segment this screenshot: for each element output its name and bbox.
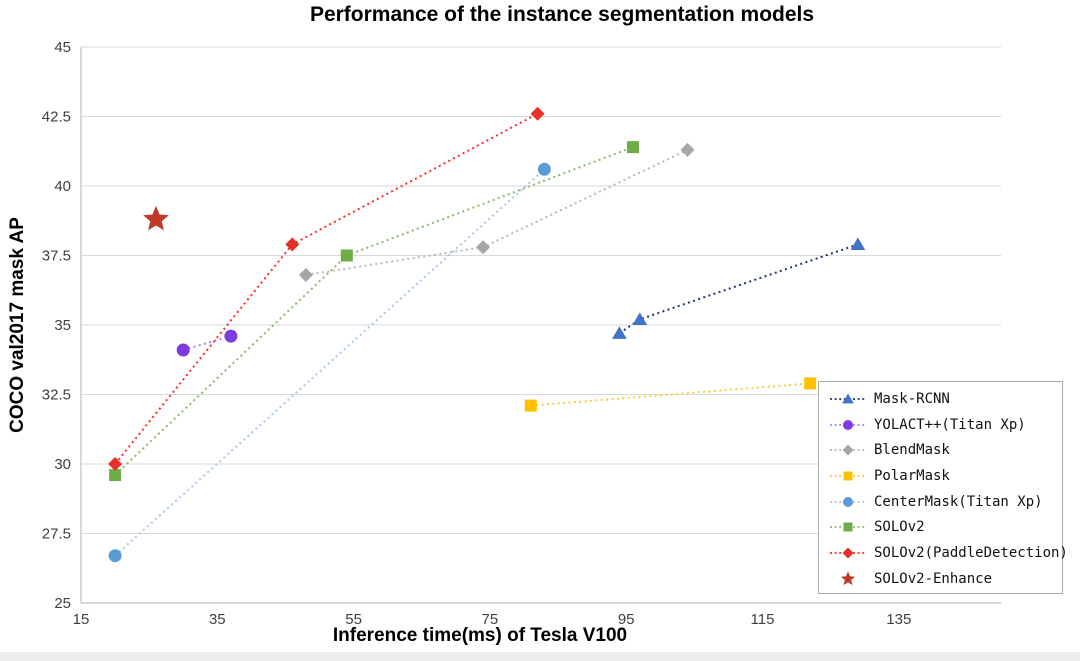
- diamond-marker: [842, 444, 854, 456]
- legend-item: SOLOv2(PaddleDetection): [829, 540, 1068, 566]
- x-tick-label: 35: [209, 611, 226, 628]
- y-tick-label: 27.5: [42, 526, 71, 543]
- y-tick-label: 35: [54, 317, 71, 334]
- circle-marker: [176, 343, 190, 357]
- series-solov2-paddledetection: [108, 106, 545, 471]
- series-polarmask: [524, 377, 817, 412]
- diamond-marker: [298, 268, 313, 282]
- series-line-mask-rcnn: [618, 243, 859, 335]
- x-axis-title: Inference time(ms) of Tesla V100: [332, 625, 628, 646]
- star-marker: [143, 205, 169, 231]
- bottom-strip: [0, 652, 1080, 661]
- legend-item: PolarMask: [829, 463, 1062, 489]
- legend-item: BlendMask: [829, 437, 1062, 463]
- legend-label: BlendMask: [874, 442, 950, 459]
- x-tick-label: 135: [886, 611, 911, 628]
- legend: Mask-RCNN YOLACT++(Titan Xp) BlendMask P…: [818, 381, 1068, 594]
- series-line-solov2-paddledetection: [114, 112, 539, 465]
- circle-marker: [537, 162, 551, 176]
- legend-item: SOLOv2: [829, 514, 1062, 540]
- x-tick-label: 75: [482, 611, 499, 628]
- circle-icon: [830, 496, 866, 507]
- y-tick-label: 42.5: [42, 109, 71, 126]
- series-mask-rcnn: [612, 237, 866, 339]
- star-marker: [840, 571, 856, 585]
- star-icon: [840, 571, 856, 585]
- x-tick-label: 95: [618, 611, 635, 628]
- triangle-marker: [612, 326, 627, 339]
- series-line-polarmask: [530, 382, 811, 407]
- legend-item: CenterMask(Titan Xp): [829, 489, 1062, 515]
- diamond-marker: [842, 547, 854, 559]
- circle-icon: [830, 419, 866, 430]
- square-marker: [843, 471, 853, 481]
- diamond-marker: [108, 457, 123, 471]
- diamond-marker: [476, 240, 491, 255]
- legend-item: SOLOv2-Enhance: [829, 566, 1062, 592]
- y-tick-label: 25: [54, 595, 71, 612]
- series-yolact-titan-xp: [176, 329, 238, 357]
- legend-item: Mask-RCNN: [829, 386, 1062, 412]
- y-tick-label: 40: [54, 178, 71, 195]
- legend-label: PolarMask: [874, 467, 950, 484]
- square-marker: [109, 469, 122, 482]
- diamond-marker: [530, 106, 545, 121]
- y-tick-label: 30: [54, 456, 71, 473]
- diamond-icon: [830, 444, 866, 456]
- circle-marker: [224, 329, 238, 343]
- series-line-centermask-titan-xp: [114, 168, 546, 557]
- series-blendmask: [298, 142, 695, 282]
- triangle-marker: [842, 393, 854, 404]
- circle-marker: [843, 496, 853, 507]
- series-centermask-titan-xp: [108, 162, 551, 563]
- legend-label: SOLOv2(PaddleDetection): [874, 544, 1068, 561]
- triangle-marker: [850, 237, 866, 250]
- diamond-icon: [830, 547, 866, 559]
- legend-item: YOLACT++(Titan Xp): [829, 412, 1062, 438]
- series-solov2-enhance: [143, 205, 169, 231]
- diamond-marker: [285, 237, 300, 252]
- square-marker: [804, 377, 817, 390]
- y-tick-label: 37.5: [42, 248, 71, 265]
- legend-label: SOLOv2-Enhance: [874, 570, 993, 587]
- series-line-solov2: [114, 146, 634, 476]
- chart-title: Performance of the instance segmentation…: [309, 3, 815, 26]
- legend-label: SOLOv2: [874, 519, 925, 536]
- x-tick-label: 15: [73, 611, 90, 628]
- legend-label: YOLACT++(Titan Xp): [874, 416, 1026, 433]
- circle-marker: [843, 419, 853, 430]
- series-solov2: [109, 141, 639, 482]
- series-line-yolact-titan-xp: [182, 335, 232, 351]
- y-tick-label: 45: [54, 39, 71, 56]
- triangle-icon: [830, 393, 866, 404]
- x-tick-label: 55: [345, 611, 362, 628]
- square-icon: [830, 522, 866, 532]
- x-tick-label: 115: [751, 611, 775, 628]
- diamond-marker: [680, 142, 695, 157]
- y-tick-label: 32.5: [42, 387, 71, 404]
- circle-marker: [108, 549, 122, 563]
- triangle-marker: [632, 312, 648, 325]
- square-marker: [843, 522, 853, 532]
- legend-label: Mask-RCNN: [874, 390, 950, 407]
- square-marker: [340, 249, 353, 262]
- square-marker: [524, 399, 537, 412]
- square-marker: [627, 141, 639, 154]
- legend-label: CenterMask(Titan Xp): [874, 493, 1043, 510]
- square-icon: [830, 471, 866, 481]
